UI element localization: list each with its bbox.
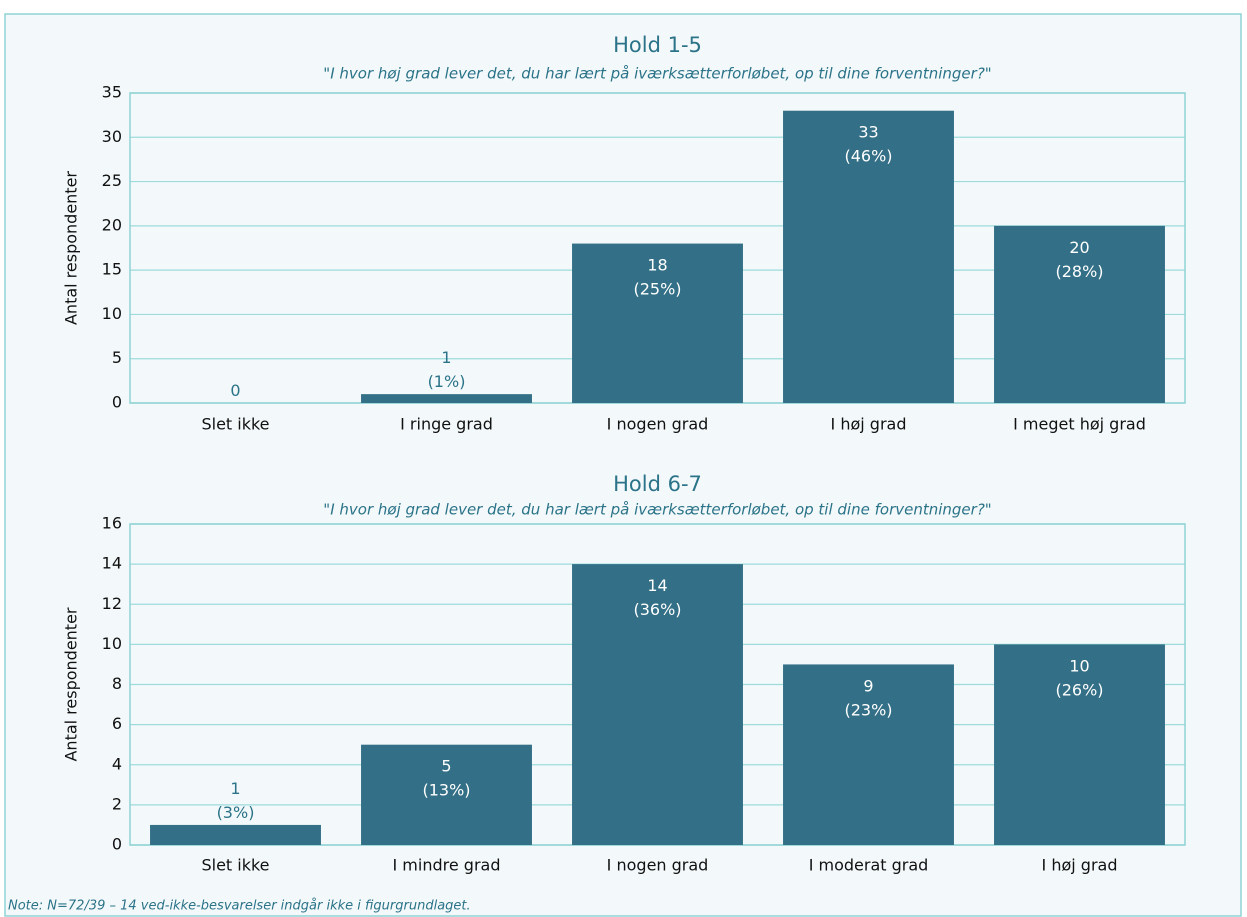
x-tick-label: I høj grad: [831, 415, 907, 434]
y-tick-label: 16: [102, 514, 122, 533]
y-tick-label: 6: [112, 714, 122, 733]
bar: [783, 110, 954, 403]
x-tick-label: I nogen grad: [607, 856, 709, 875]
value-label: 18 (25%): [633, 255, 681, 298]
value-label: 0: [230, 381, 240, 400]
bar: [994, 225, 1165, 403]
value-label: 20 (28%): [1055, 237, 1103, 280]
bar: [150, 824, 321, 845]
y-tick-label: 35: [102, 83, 122, 102]
value-label: 1 (1%): [428, 348, 466, 391]
x-tick-label: I høj grad: [1042, 856, 1118, 875]
value-label: 14 (36%): [633, 576, 681, 619]
value-label: 33 (46%): [844, 122, 892, 165]
note: Note: N=72/39 – 14 ved-ikke-besvarelser …: [8, 899, 471, 914]
bar: [783, 664, 954, 845]
y-tick-label: 5: [112, 348, 122, 367]
chart-title: Hold 6-7: [613, 472, 702, 496]
y-tick-label: 10: [102, 634, 122, 653]
y-tick-label: 12: [102, 594, 122, 613]
chart-title: Hold 1-5: [613, 33, 702, 57]
y-tick-label: 30: [102, 127, 122, 146]
y-tick-label: 10: [102, 304, 122, 323]
y-axis-label: Antal respondenter: [62, 171, 81, 325]
value-label: 10 (26%): [1055, 656, 1103, 699]
y-tick-label: 25: [102, 171, 122, 190]
value-label: 9 (23%): [844, 676, 892, 719]
x-tick-label: I meget høj grad: [1013, 415, 1146, 434]
bar: [361, 744, 532, 845]
y-tick-label: 20: [102, 215, 122, 234]
x-tick-label: Slet ikke: [201, 415, 269, 434]
y-tick-label: 0: [112, 835, 122, 854]
bar: [994, 644, 1165, 845]
x-tick-label: I moderat grad: [809, 856, 929, 875]
x-tick-label: I mindre grad: [393, 856, 501, 875]
y-tick-label: 4: [112, 754, 122, 773]
x-tick-label: I nogen grad: [607, 415, 709, 434]
y-tick-label: 2: [112, 794, 122, 813]
x-tick-label: I ringe grad: [400, 415, 493, 434]
y-axis-label: Antal respondenter: [62, 607, 81, 761]
bar: [572, 564, 743, 845]
value-label: 1 (3%): [217, 778, 255, 821]
chart-subtitle: "I hvor høj grad lever det, du har lært …: [323, 501, 991, 519]
bar: [572, 243, 743, 403]
x-tick-label: Slet ikke: [201, 856, 269, 875]
value-label: 5 (13%): [422, 756, 470, 799]
y-tick-label: 0: [112, 393, 122, 412]
y-tick-label: 8: [112, 674, 122, 693]
y-tick-label: 14: [102, 554, 122, 573]
chart-subtitle: "I hvor høj grad lever det, du har lært …: [323, 65, 991, 83]
bar: [361, 394, 532, 403]
y-tick-label: 15: [102, 260, 122, 279]
